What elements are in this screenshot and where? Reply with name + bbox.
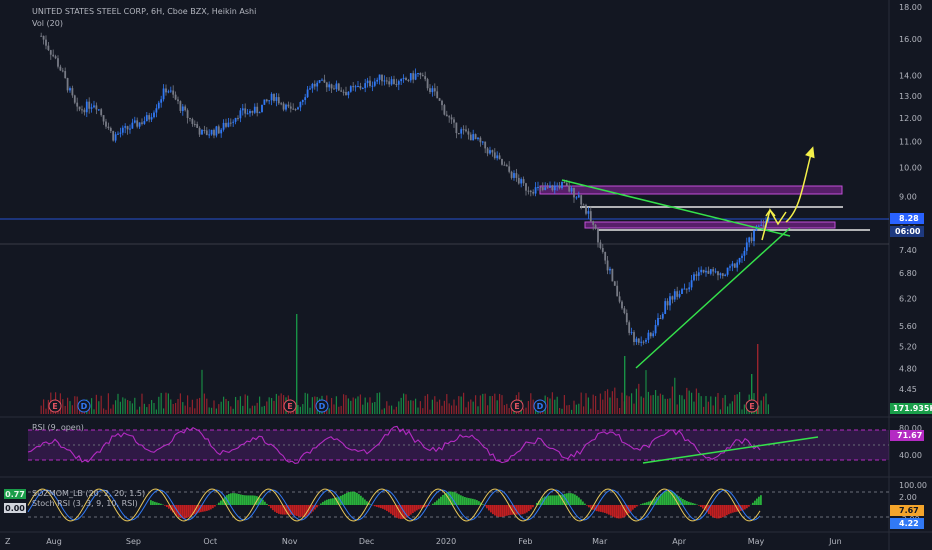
current-price-text: 8.28 <box>899 214 919 223</box>
price-axis-tick: 5.60 <box>899 322 917 331</box>
dividend-marker[interactable] <box>315 399 329 413</box>
dividend-marker[interactable] <box>533 399 547 413</box>
descending-trendline[interactable] <box>561 179 791 237</box>
price-axis-tick: 6.80 <box>899 269 917 278</box>
volume-legend[interactable]: Vol (20) <box>32 19 63 28</box>
oscillator-axis-tick: 100.00 <box>899 481 927 490</box>
sozmom-zero-text: 0.00 <box>5 504 25 513</box>
time-axis-tick: May <box>748 537 765 546</box>
dividend-marker-label: D <box>81 402 88 411</box>
oscillator-layer <box>27 488 762 522</box>
sozmom-zero-badge <box>4 503 26 513</box>
time-axis[interactable]: Aug Sep Oct Nov Dec 2020 Feb Mar Apr May Jun <box>46 537 841 546</box>
stoch-legend[interactable]: Stoch RSI (3, 3, 9, 10, RSI) <box>32 499 138 508</box>
earnings-marker-label: E <box>52 402 57 411</box>
stoch-d-text: 4.22 <box>899 519 919 528</box>
price-axis-tick: 5.20 <box>899 342 917 351</box>
time-axis-tick: 2020 <box>436 537 456 546</box>
volume-value-badge <box>890 403 932 414</box>
resistance-zone-upper[interactable] <box>539 185 843 195</box>
stoch-k-text: 7.67 <box>899 506 919 515</box>
time-axis-tick: Dec <box>359 537 374 546</box>
stoch-d-badge <box>890 518 924 529</box>
ascending-trendline[interactable] <box>635 227 791 369</box>
time-axis-tick: Apr <box>672 537 687 546</box>
volume-value-text: 171.935K <box>893 404 932 413</box>
event-markers[interactable]: E D E D E D E <box>48 399 759 413</box>
rsi-axis[interactable]: 80.00 40.00 <box>899 424 922 460</box>
price-axis-tick: 11.00 <box>899 138 922 147</box>
price-axis-tick: 4.80 <box>899 364 917 373</box>
price-axis-tick: 13.00 <box>899 92 922 101</box>
rsi-value-badge <box>890 430 924 441</box>
price-axis-tick: 4.45 <box>899 385 917 394</box>
sozmom-legend[interactable]: SOZMOM_LB (20, 2, 20, 1.5) <box>32 489 145 498</box>
price-axis-tick: 14.00 <box>899 72 922 81</box>
current-price-badge <box>890 213 924 224</box>
earnings-marker-label: E <box>287 402 292 411</box>
earnings-marker[interactable] <box>283 399 297 413</box>
price-axis-tick: 6.20 <box>899 294 917 303</box>
chart-title[interactable]: UNITED STATES STEEL CORP, 6H, Cboe BZX, … <box>32 7 256 16</box>
projection-curve[interactable] <box>785 149 813 223</box>
earnings-marker[interactable] <box>48 399 62 413</box>
rsi-layer <box>27 425 761 464</box>
dividend-marker[interactable] <box>77 399 91 413</box>
earnings-marker-label: E <box>514 402 519 411</box>
oscillator-axis[interactable]: 100.002.00-2.00 <box>899 481 927 524</box>
dividend-marker-label: D <box>537 402 544 411</box>
sozmom-value-badge <box>4 489 26 499</box>
rsi-axis-tick: 40.00 <box>899 451 922 460</box>
projection-arrowhead <box>805 146 815 159</box>
price-axis-tick: 7.40 <box>899 246 917 255</box>
time-axis-tick: Sep <box>126 537 141 546</box>
price-axis-tick: 16.00 <box>899 35 922 44</box>
volume-layer <box>40 314 769 414</box>
time-axis-tick: Mar <box>592 537 608 546</box>
time-axis-tick: Jun <box>828 537 842 546</box>
resistance-zone-lower[interactable] <box>584 221 836 229</box>
time-axis-tick: Oct <box>203 537 217 546</box>
price-axis-tick: 10.00 <box>899 164 922 173</box>
sozmom-value-text: 0.77 <box>5 490 25 499</box>
dividend-marker-label: D <box>319 402 326 411</box>
countdown-badge <box>890 226 924 237</box>
time-axis-tick: Aug <box>46 537 62 546</box>
oscillator-axis-tick: 2.00 <box>899 493 917 502</box>
time-axis-tick: Nov <box>282 537 298 546</box>
price-axis-tick: 12.00 <box>899 114 922 123</box>
earnings-marker-label: E <box>749 402 754 411</box>
zoom-icon[interactable]: Z <box>5 537 11 546</box>
price-axis-tick: 18.00 <box>899 3 922 12</box>
stoch-k-badge <box>890 505 924 516</box>
projection-small-arrow <box>765 208 776 217</box>
rsi-divergence-line[interactable] <box>642 436 819 464</box>
rsi-value-text: 71.67 <box>897 431 922 440</box>
rsi-legend[interactable]: RSI (9, open) <box>32 423 84 432</box>
price-axis-tick: 9.00 <box>899 192 917 201</box>
candle-layer <box>40 32 770 347</box>
price-axis[interactable]: 18.00 16.00 14.00 13.00 12.00 11.00 10.00 9.00 8… <box>899 3 922 394</box>
time-axis-tick: Feb <box>518 537 532 546</box>
earnings-marker[interactable] <box>745 399 759 413</box>
rsi-axis-tick: 80.00 <box>899 424 922 433</box>
countdown-text: 06:00 <box>895 227 921 236</box>
projection-zigzag[interactable] <box>761 208 787 241</box>
earnings-marker[interactable] <box>510 399 524 413</box>
